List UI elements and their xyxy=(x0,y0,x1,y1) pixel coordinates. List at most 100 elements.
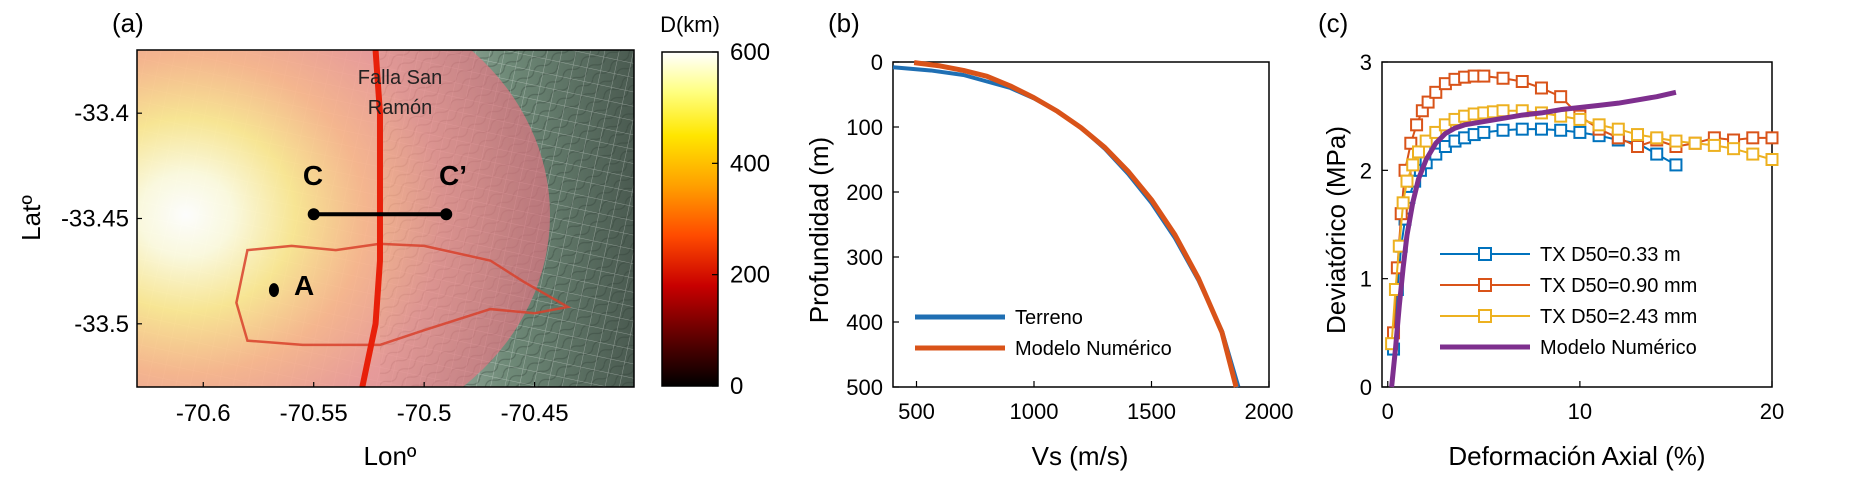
data-point xyxy=(1650,147,1664,161)
data-point xyxy=(1554,90,1568,104)
colorbar-frame xyxy=(661,51,719,387)
series-line-modelo-num-rico xyxy=(913,60,1239,388)
data-point xyxy=(1421,95,1435,109)
data-point xyxy=(1746,147,1760,161)
y-tick-label: 2 xyxy=(1360,158,1372,183)
colorbar-tick-label: 600 xyxy=(730,39,770,66)
panel-c-y-label: Deviatórico (MPa) xyxy=(1321,126,1351,334)
data-point xyxy=(1631,140,1645,153)
data-point xyxy=(1765,153,1779,166)
x-tick-label: 0 xyxy=(1382,399,1394,424)
data-point xyxy=(1410,118,1424,132)
section-end-point xyxy=(440,208,453,221)
y-tick-label: 300 xyxy=(846,245,883,270)
x-tick-label: 1000 xyxy=(1010,399,1059,424)
map-y-label: Latº xyxy=(16,195,46,241)
map-x-tick-label: -70.6 xyxy=(176,400,231,427)
x-tick-label: 10 xyxy=(1568,399,1592,424)
data-point xyxy=(1765,131,1779,145)
legend-label: TX D50=0.33 m xyxy=(1540,244,1681,266)
legend-marker xyxy=(1478,309,1492,323)
data-point xyxy=(1592,118,1606,132)
x-tick-label: 500 xyxy=(898,399,935,424)
legend-label: Modelo Numérico xyxy=(1540,337,1697,359)
panel-b-y-label: Profundidad (m) xyxy=(804,137,834,323)
data-point xyxy=(1396,196,1410,210)
colorbar-tick-label: 200 xyxy=(730,262,770,289)
x-tick-label: 1500 xyxy=(1127,399,1176,424)
map-panel: (a) Falla San Ramón C C’ A -70.6 -70.55 -7… xyxy=(16,8,770,471)
legend-label: Modelo Numérico xyxy=(1015,338,1172,360)
data-point xyxy=(1477,125,1491,139)
x-tick-label: 2000 xyxy=(1245,399,1294,424)
data-point xyxy=(1707,138,1721,152)
legend-marker xyxy=(1478,278,1492,292)
data-point xyxy=(1400,174,1414,188)
series-line-modelo-num-rico xyxy=(1389,89,1677,388)
data-point xyxy=(1515,75,1529,88)
section-end-label: C’ xyxy=(439,160,467,191)
triaxial-panel: (c) 0 10 20 0 1 2 3 Deformación Axial (%) Devi… xyxy=(1318,8,1784,471)
data-point xyxy=(1429,125,1443,139)
data-point xyxy=(1669,158,1683,172)
study-area-boundary xyxy=(235,242,572,347)
y-tick-label: 1 xyxy=(1360,267,1372,292)
colorbar-ticks: 0 200 400 600 xyxy=(712,39,770,400)
map-x-label: Lonº xyxy=(364,441,417,471)
x-tick-label: 20 xyxy=(1760,399,1784,424)
velocity-plot: 500 1000 1500 2000 0 100 200 300 400 500 xyxy=(846,50,1293,424)
legend-label: Terreno xyxy=(1015,307,1083,329)
panel-c-x-label: Deformación Axial (%) xyxy=(1448,441,1705,471)
velocity-profile-panel: (b) 500 1000 1500 2000 0 100 200 300 400 500 Vs (… xyxy=(804,8,1293,471)
colorbar xyxy=(662,52,718,386)
y-tick-label: 0 xyxy=(1360,375,1372,400)
section-start-label: C xyxy=(303,160,323,191)
panel-b-x-label: Vs (m/s) xyxy=(1032,441,1129,471)
map-y-tick-label: -33.45 xyxy=(61,206,129,233)
y-tick-label: 0 xyxy=(871,50,883,75)
data-point xyxy=(1496,71,1510,85)
panel-a-label: (a) xyxy=(112,8,144,38)
y-tick-label: 100 xyxy=(846,115,883,140)
data-point xyxy=(1496,104,1510,118)
map-x-tick-label: -70.55 xyxy=(280,400,348,427)
data-point xyxy=(1631,128,1645,142)
legend-marker xyxy=(1478,247,1492,261)
fault-name-line2: Ramón xyxy=(368,97,432,119)
legend-label: TX D50=0.90 mm xyxy=(1540,275,1697,297)
colorbar-tick-label: 0 xyxy=(730,373,743,400)
data-point xyxy=(1419,134,1433,148)
legend-label: TX D50=2.43 mm xyxy=(1540,306,1697,328)
colorbar-tick-label: 400 xyxy=(730,150,770,177)
y-tick-label: 400 xyxy=(846,310,883,335)
map-background xyxy=(137,50,634,387)
panel-b-legend: Terreno Modelo Numérico xyxy=(915,307,1172,360)
data-point xyxy=(1496,123,1510,137)
point-a-marker xyxy=(268,283,279,298)
data-point xyxy=(1573,125,1587,139)
fault-trace-line xyxy=(359,50,383,387)
triaxial-plot: 0 10 20 0 1 2 3 xyxy=(1360,50,1784,424)
y-tick-label: 3 xyxy=(1360,50,1372,75)
data-point xyxy=(1515,122,1529,136)
data-point xyxy=(1412,145,1426,159)
data-point xyxy=(1611,122,1625,136)
map-x-tick-label: -70.5 xyxy=(397,400,452,427)
panel-1-frame xyxy=(892,61,1270,388)
map-axes: -70.6 -70.55 -70.5 -70.45 -33.4 -33.45 -33.5 xyxy=(61,100,569,427)
section-start-point xyxy=(307,208,320,221)
data-point xyxy=(1534,122,1548,136)
panel-b-label: (b) xyxy=(828,8,860,38)
data-point xyxy=(1573,112,1587,126)
data-point xyxy=(1477,69,1491,83)
panel-2-frame xyxy=(1381,61,1773,388)
data-point xyxy=(1554,123,1568,137)
map-x-tick-label: -70.45 xyxy=(501,400,569,427)
data-point xyxy=(1534,81,1548,95)
panel-c-legend: TX D50=0.33 m TX D50=0.90 mm TX D50=2.43 m… xyxy=(1440,244,1697,359)
data-point xyxy=(1404,136,1418,150)
data-point xyxy=(1669,134,1683,148)
map-y-tick-label: -33.5 xyxy=(74,311,129,338)
data-point xyxy=(1746,131,1760,145)
